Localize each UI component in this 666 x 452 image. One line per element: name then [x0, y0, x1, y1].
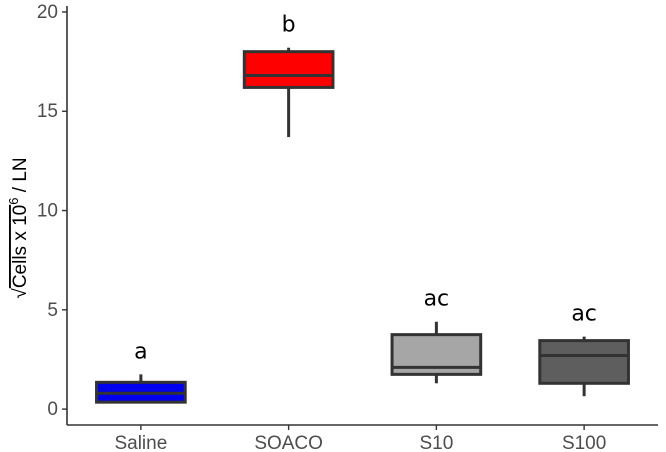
box-saline: [95, 374, 187, 404]
group-label: a: [134, 339, 147, 364]
box-s100: [538, 336, 630, 397]
y-tick-label: 5: [47, 300, 58, 321]
box-iqr: [242, 50, 335, 89]
y-tick-label: 0: [47, 399, 58, 420]
box-soaco: [242, 47, 335, 138]
x-ticks: Saline SOACO S10 S100: [114, 425, 606, 452]
group-label: ac: [571, 302, 597, 327]
y-axis-title-suffix: / LN: [10, 157, 31, 197]
group-label: ac: [424, 287, 450, 312]
y-axis-title-main: Cells x 10: [10, 205, 31, 288]
y-axis-title-text: √Cells x 106 / LN: [6, 157, 31, 298]
y-tick-label: 20: [37, 2, 58, 23]
group-labels: a b ac ac: [134, 13, 597, 365]
y-axis-title-superscript: 6: [6, 198, 21, 205]
x-tick-label: SOACO: [254, 433, 323, 452]
box-iqr: [538, 339, 630, 385]
y-tick-label: 10: [37, 201, 58, 222]
y-tick-label: 15: [37, 101, 58, 122]
y-ticks: 0 5 10 15 20: [37, 2, 67, 420]
axes: [66, 6, 658, 426]
y-axis-sqrt-symbol: √: [10, 288, 31, 299]
y-axis-title: √Cells x 106 / LN: [6, 157, 31, 298]
x-tick-label: S10: [419, 433, 453, 452]
x-tick-label: Saline: [114, 433, 167, 452]
x-tick-label: S100: [562, 433, 606, 452]
plot-area: [95, 47, 630, 404]
box-s10: [390, 321, 483, 384]
group-label: b: [282, 13, 296, 38]
